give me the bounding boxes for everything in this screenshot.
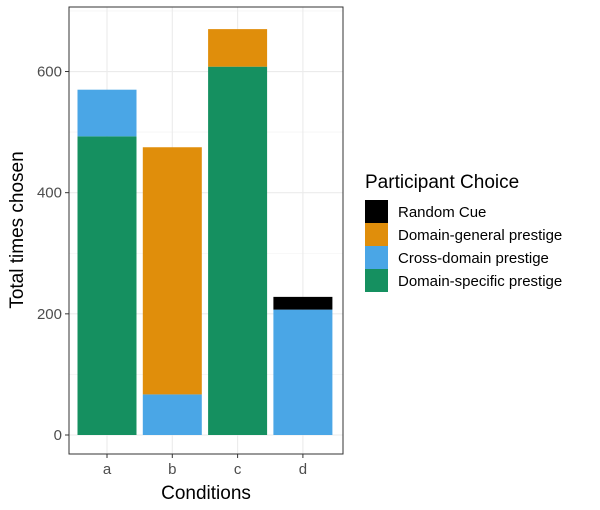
legend-title: Participant Choice [365,172,519,193]
bar-segment [77,89,137,137]
legend-label: Domain-general prestige [398,227,562,244]
bar-segment [142,394,202,435]
legend-label: Domain-specific prestige [398,273,562,290]
bar-segment [208,66,268,436]
y-axis: 0 200 400 600 [37,64,69,444]
y-tick-label: 200 [37,306,62,323]
x-axis: a b c d [103,454,307,478]
legend-swatch [365,269,388,292]
panel-border [68,6,344,455]
x-axis-title: Conditions [161,483,251,504]
bar-segment [273,296,333,310]
y-axis-title: Total times chosen [7,151,28,308]
legend: Participant Choice Random Cue Domain-gene… [365,172,562,292]
legend-swatch [365,223,388,246]
legend-label: Cross-domain prestige [398,250,549,267]
legend-swatch [365,200,388,223]
y-tick-label: 400 [37,185,62,202]
bar-segment [142,147,202,395]
y-tick-label: 600 [37,64,62,81]
x-tick-label: a [103,461,112,478]
x-tick-label: d [299,461,307,478]
x-tick-label: b [168,461,176,478]
bar-segment [208,29,268,67]
bars [77,29,333,436]
y-tick-label: 0 [54,427,62,444]
legend-swatch [365,246,388,269]
bar-segment [77,136,137,435]
bar-segment [273,309,333,435]
legend-label: Random Cue [398,204,486,221]
x-tick-label: c [234,461,242,478]
